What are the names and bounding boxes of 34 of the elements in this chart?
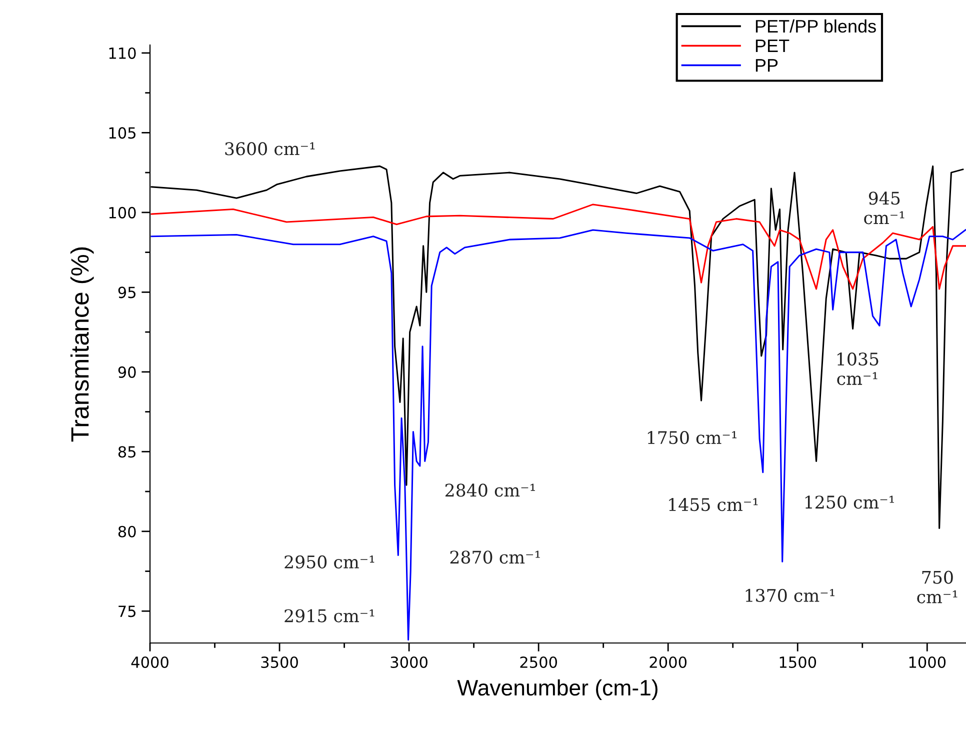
x-tick-label: 3000: [390, 656, 428, 668]
y-tick-label: 100: [109, 206, 136, 218]
annotation: 1035 cm⁻¹: [837, 352, 878, 386]
annotation: 2950 cm⁻¹: [284, 555, 374, 569]
y-tick-label: 80: [118, 526, 136, 538]
y-tick-label: 75: [118, 606, 136, 618]
annotation: 1370 cm⁻¹: [746, 588, 834, 602]
line-series: [150, 229, 966, 641]
annotation: 2840 cm⁻¹: [445, 484, 535, 497]
y-tick-label: 105: [109, 127, 136, 139]
x-tick-label: 1000: [909, 656, 946, 668]
x-tick-label: 4000: [131, 656, 168, 668]
legend-label: PET/PP blends: [756, 19, 876, 33]
y-tick-label: 85: [118, 446, 136, 458]
x-tick-label: 2000: [650, 656, 687, 668]
annotation: 2870 cm⁻¹: [450, 550, 540, 564]
y-tick-label: 95: [118, 286, 136, 298]
annotation: 1250 cm⁻¹: [805, 496, 894, 509]
annotation: 1750 cm⁻¹: [648, 430, 736, 444]
y-tick-label: 110: [109, 47, 136, 59]
y-tick-label: 90: [118, 366, 136, 378]
annotation: 1455 cm⁻¹: [669, 498, 758, 512]
annotation: 2915 cm⁻¹: [284, 609, 374, 622]
annotation: 3600 cm⁻¹: [225, 142, 315, 156]
line-series: [150, 204, 966, 290]
x-axis-title: Wavenumber (cm-1): [457, 679, 658, 700]
x-tick-label: 2500: [520, 656, 557, 668]
legend-label: PP: [756, 59, 778, 72]
y-axis-title: Transmitance (%): [70, 247, 94, 442]
annotation: 945 cm⁻¹: [864, 192, 904, 224]
x-tick-label: 1500: [780, 656, 816, 668]
annotation: 750 cm⁻¹: [917, 570, 958, 604]
x-tick-label: 3500: [261, 656, 298, 668]
legend-label: PET: [756, 40, 790, 52]
